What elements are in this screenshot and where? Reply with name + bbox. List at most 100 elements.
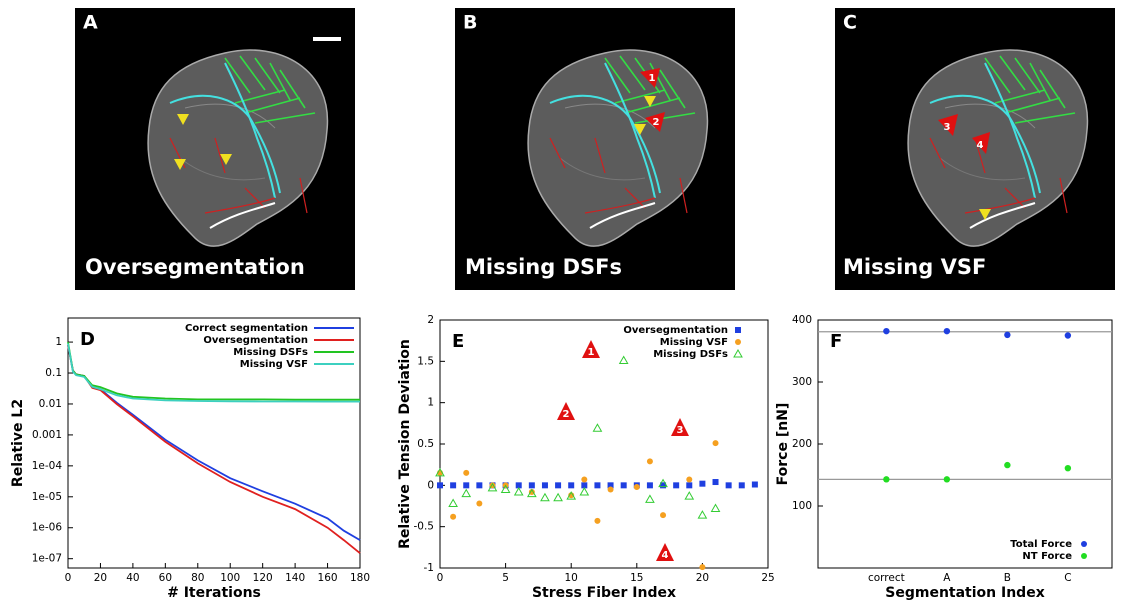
point xyxy=(579,486,590,496)
point xyxy=(738,482,745,489)
x-tick-label: 15 xyxy=(630,572,643,584)
legend-label: Correct segmentation xyxy=(185,323,308,334)
y-tick-label: 300 xyxy=(792,376,812,388)
point xyxy=(476,500,483,507)
y-tick-label: 1 xyxy=(427,397,434,409)
legend-swatch xyxy=(735,339,741,345)
y-tick-label: 0.001 xyxy=(32,429,62,441)
point xyxy=(883,476,890,483)
marker xyxy=(640,68,660,88)
point xyxy=(435,467,445,477)
point xyxy=(697,510,708,519)
point xyxy=(684,491,695,500)
y-tick-label: 1.5 xyxy=(417,355,434,367)
point xyxy=(686,482,693,489)
point xyxy=(943,327,951,335)
annotation-label: 3 xyxy=(677,425,684,436)
y-tick-label: 0 xyxy=(427,479,434,491)
y-tick-label: 400 xyxy=(792,314,812,326)
legend-label: Missing VSF xyxy=(660,337,728,348)
legend-label: Missing DSFs xyxy=(653,349,728,360)
x-tick-label: 0 xyxy=(437,572,444,584)
point xyxy=(660,482,667,489)
point xyxy=(699,564,706,571)
panel-caption: Oversegmentation xyxy=(85,255,305,279)
point xyxy=(646,482,653,489)
panel-letter: B xyxy=(463,12,477,34)
annotation-label: 4 xyxy=(662,550,669,561)
point xyxy=(553,492,563,502)
y-axis-label: Force [nN] xyxy=(775,403,791,486)
plot-frame xyxy=(817,319,1113,569)
x-tick-label: 160 xyxy=(318,572,338,584)
panel-c: 3 4 C Missing VSF xyxy=(835,8,1115,290)
chart: D 1 0.1 0.01 0.001 1e-04 1e-05 1e-06 1e-070 20 40 6… xyxy=(10,317,370,601)
point xyxy=(450,482,457,489)
point xyxy=(699,480,706,487)
panel-letter: F xyxy=(830,331,842,352)
point xyxy=(566,491,577,500)
panel-letter: C xyxy=(843,12,857,34)
legend-label: Missing DSFs xyxy=(233,347,308,358)
point xyxy=(712,440,719,447)
point xyxy=(500,484,511,493)
point xyxy=(450,513,457,520)
marker xyxy=(972,132,990,154)
x-tick-label: 60 xyxy=(159,572,172,584)
legend-label: Oversegmentation xyxy=(623,325,728,336)
point xyxy=(883,327,890,335)
panel-a: A Oversegmentation xyxy=(75,8,355,290)
annotation-label: 1 xyxy=(588,347,595,358)
point xyxy=(1004,331,1011,339)
annotation-marker xyxy=(656,543,674,561)
y-tick-label: 0.5 xyxy=(417,438,434,450)
point xyxy=(686,476,693,483)
y-tick-label: 1e-07 xyxy=(32,553,62,565)
scale-bar xyxy=(313,37,341,41)
y-tick-label: -0.5 xyxy=(414,521,435,533)
point xyxy=(1004,461,1011,469)
legend-label: NT Force xyxy=(1022,551,1072,562)
x-tick-label: 100 xyxy=(220,572,240,584)
x-tick-label: 0 xyxy=(65,572,72,584)
point xyxy=(540,492,550,502)
line xyxy=(67,344,361,554)
panel-caption: Missing VSF xyxy=(843,255,986,279)
x-tick-label: correct xyxy=(868,572,905,584)
point xyxy=(461,488,472,498)
point xyxy=(581,476,588,483)
marker xyxy=(645,112,665,132)
marker-label: 3 xyxy=(944,122,951,133)
point xyxy=(1064,332,1072,339)
marker-label: 4 xyxy=(977,140,984,151)
x-tick-label: 5 xyxy=(502,572,509,584)
point xyxy=(476,482,483,489)
y-tick-label: 100 xyxy=(792,500,812,512)
point xyxy=(463,469,470,476)
point xyxy=(658,478,668,488)
point xyxy=(437,482,443,489)
x-axis-label: # Iterations xyxy=(167,585,261,601)
x-tick-label: 80 xyxy=(191,572,204,584)
line xyxy=(67,344,361,541)
line xyxy=(67,341,360,401)
point xyxy=(673,482,680,489)
legend-swatch xyxy=(733,348,743,358)
point xyxy=(528,482,535,489)
point xyxy=(646,458,653,465)
point xyxy=(751,481,758,488)
marker xyxy=(938,114,958,136)
x-tick-label: 180 xyxy=(350,572,370,584)
legend-swatch xyxy=(1081,553,1087,559)
y-tick-label: 2 xyxy=(427,314,434,326)
marker-label: 2 xyxy=(653,117,660,128)
panel-b: 1 2 B Missing DSFs xyxy=(455,8,735,290)
point xyxy=(660,512,667,519)
line xyxy=(67,343,360,403)
annotation-marker xyxy=(557,402,575,420)
point xyxy=(710,503,721,512)
panel-letter: A xyxy=(83,12,98,34)
x-tick-label: 40 xyxy=(126,572,139,584)
point xyxy=(487,482,498,492)
